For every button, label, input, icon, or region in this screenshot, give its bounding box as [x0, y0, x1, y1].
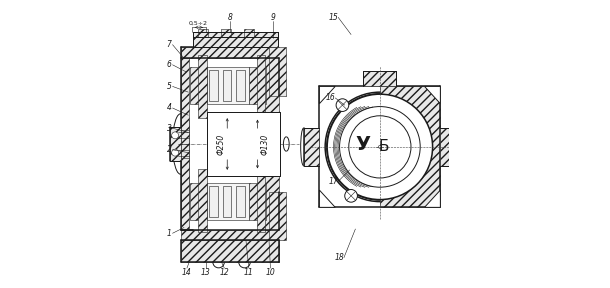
Circle shape [378, 145, 381, 148]
Polygon shape [320, 86, 336, 104]
Bar [364, 71, 396, 86]
Bar [181, 240, 279, 262]
Text: 18: 18 [335, 253, 345, 262]
Text: 13: 13 [201, 268, 210, 277]
Bar [181, 47, 279, 58]
Bar [198, 29, 208, 37]
Text: Ф250: Ф250 [217, 133, 226, 155]
Bar [190, 67, 207, 104]
Bar [190, 183, 207, 220]
Text: 10: 10 [265, 268, 275, 277]
Circle shape [349, 116, 411, 178]
Circle shape [345, 190, 357, 202]
Circle shape [327, 94, 432, 200]
Text: 6: 6 [167, 60, 171, 69]
Bar [181, 230, 279, 240]
Polygon shape [425, 190, 440, 207]
Bar [257, 169, 265, 232]
Polygon shape [320, 190, 336, 207]
Bar [243, 29, 254, 37]
Bar [209, 70, 218, 101]
Bar [209, 186, 218, 217]
Text: Ф130: Ф130 [260, 133, 269, 155]
Text: 11: 11 [244, 268, 254, 277]
Bar [236, 186, 245, 217]
Bar [249, 67, 266, 104]
Circle shape [326, 94, 433, 200]
Text: 17: 17 [329, 177, 339, 186]
Bar [193, 32, 278, 47]
Text: 7: 7 [167, 40, 171, 49]
Text: 16: 16 [326, 93, 336, 103]
Bar [257, 55, 265, 118]
Bar [269, 192, 286, 240]
Bar [269, 47, 286, 96]
Bar [181, 58, 189, 130]
Text: 9: 9 [271, 13, 276, 22]
Bar [304, 128, 320, 166]
Bar [440, 128, 456, 166]
Text: 5: 5 [167, 82, 171, 91]
Bar [207, 67, 249, 104]
Text: 4: 4 [167, 103, 171, 113]
Bar [223, 70, 231, 101]
Bar [181, 120, 189, 167]
Bar [207, 112, 280, 176]
Text: 3: 3 [167, 124, 171, 133]
Text: 8: 8 [228, 13, 232, 22]
Bar [198, 169, 207, 232]
Text: 15: 15 [329, 13, 339, 22]
Bar [207, 183, 249, 220]
Bar [221, 29, 231, 37]
Bar [181, 168, 189, 215]
Bar [249, 183, 266, 220]
Circle shape [325, 92, 434, 202]
Text: 0,5÷2: 0,5÷2 [189, 20, 208, 26]
Bar [170, 127, 181, 161]
Bar [223, 186, 231, 217]
Text: Б: Б [379, 139, 389, 154]
Bar [264, 58, 279, 120]
Circle shape [171, 132, 179, 139]
Bar [207, 112, 280, 176]
Text: 1: 1 [167, 229, 171, 238]
Bar [380, 86, 440, 207]
Polygon shape [425, 86, 440, 104]
Text: У: У [355, 134, 370, 154]
Circle shape [340, 107, 420, 187]
Bar [181, 120, 189, 167]
Bar [264, 168, 279, 230]
Text: 14: 14 [182, 268, 192, 277]
Bar [198, 55, 207, 118]
Text: 2: 2 [167, 145, 171, 154]
Circle shape [336, 99, 349, 111]
Bar [181, 158, 189, 230]
Bar [236, 70, 245, 101]
Bar [181, 120, 189, 168]
Text: 12: 12 [220, 268, 229, 277]
Circle shape [171, 149, 179, 156]
